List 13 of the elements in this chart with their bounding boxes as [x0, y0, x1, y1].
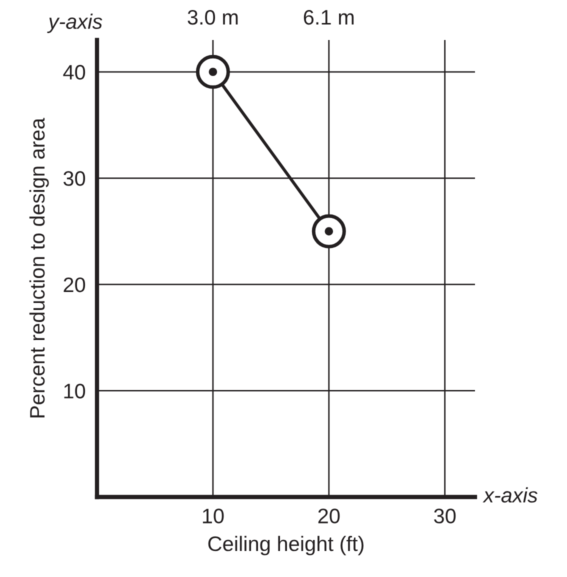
y-tick-label: 30 [64, 171, 86, 186]
x-axis-title: Ceiling height (ft) [208, 536, 364, 556]
x2-tick-label: 3.0 m [188, 10, 238, 25]
y-tick-label: 10 [64, 384, 86, 398]
x-tick-label: 10 [202, 508, 224, 524]
text: x-axis [482, 487, 538, 503]
x-tick-label: 20 [318, 508, 340, 524]
y-axis-title: Percent reduction to design area [29, 118, 49, 418]
y-tick-label: 40 [63, 64, 86, 80]
x2-tick-label: 6.1 m [304, 10, 354, 25]
x-tick-label: 30 [434, 508, 456, 524]
y-tick-label: 20 [64, 277, 86, 292]
text: y-axis [47, 14, 102, 34]
